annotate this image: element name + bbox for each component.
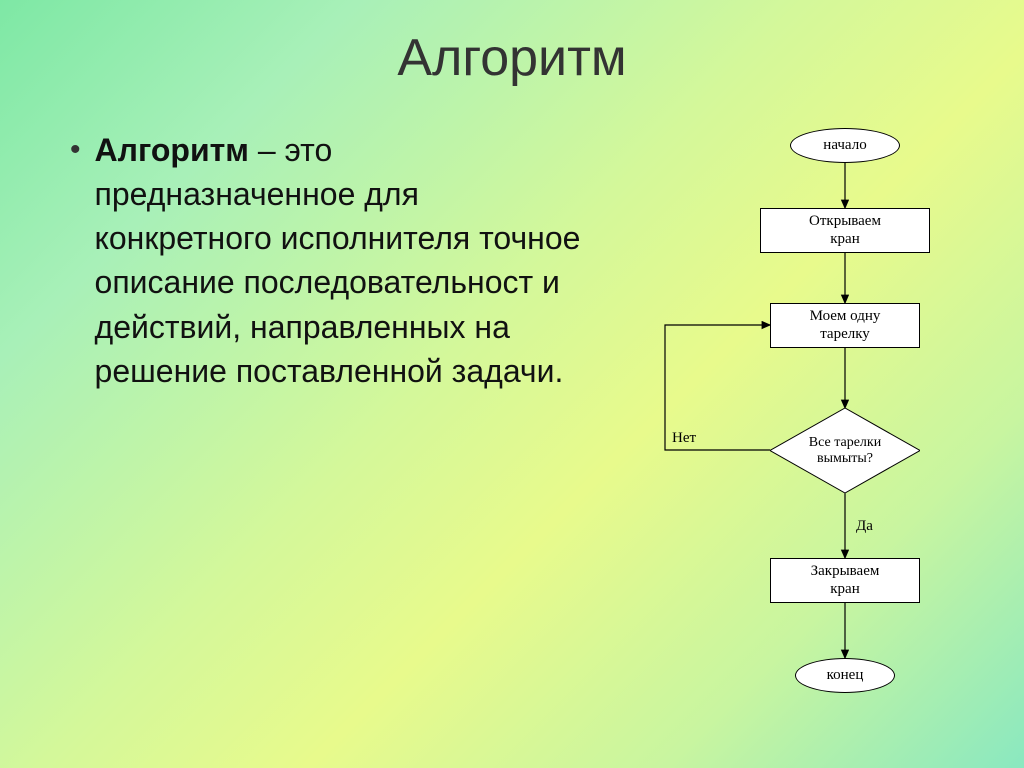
node-end: конец xyxy=(795,658,895,693)
node-open: Открываемкран xyxy=(760,208,930,253)
definition-text: Алгоритм – это предназначенное для конкр… xyxy=(95,128,590,393)
content-area: • Алгоритм – это предназначенное для кон… xyxy=(0,88,1024,738)
page-title: Алгоритм xyxy=(0,0,1024,88)
definition-rest: – это предназначенное для конкретного ис… xyxy=(95,132,581,389)
node-label-decide: Все тарелкивымыты? xyxy=(770,408,920,493)
edge-label-decide-close: Да xyxy=(856,518,873,535)
node-close: Закрываемкран xyxy=(770,558,920,603)
node-decide: Все тарелкивымыты? xyxy=(770,408,920,493)
flowchart-container: начало Открываемкран Моем однутарелку Все т… xyxy=(590,118,974,738)
node-wash: Моем однутарелку xyxy=(770,303,920,348)
bullet-icon: • xyxy=(70,128,81,172)
flowchart: начало Открываемкран Моем однутарелку Все т… xyxy=(610,118,970,738)
edge-label-decide-wash: Нет xyxy=(672,430,696,447)
definition-term: Алгоритм xyxy=(95,132,249,168)
node-start: начало xyxy=(790,128,900,163)
definition-block: • Алгоритм – это предназначенное для кон… xyxy=(70,118,590,738)
